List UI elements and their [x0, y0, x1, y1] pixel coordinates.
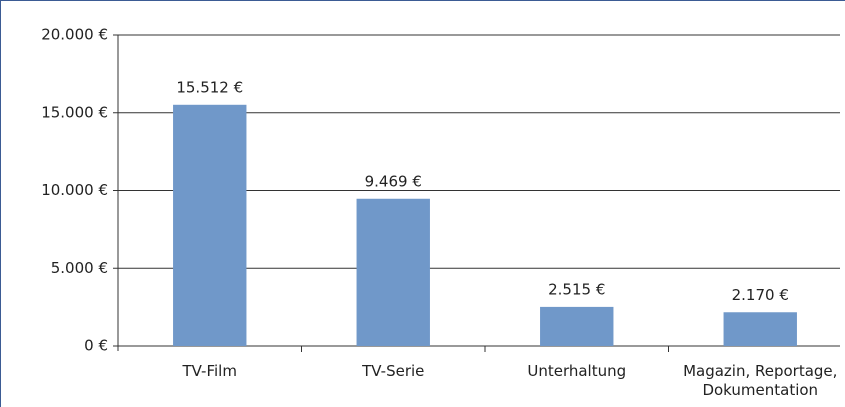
- bar: [173, 104, 247, 347]
- value-label: 9.469 €: [365, 172, 422, 190]
- x-tick-label: TV-Film: [182, 362, 237, 380]
- y-tick-label: 15.000 €: [41, 103, 108, 121]
- y-tick-label: 20.000 €: [41, 26, 108, 44]
- x-tick-label: TV-Serie: [362, 362, 425, 380]
- value-label: 15.512 €: [176, 78, 243, 96]
- value-label: 2.170 €: [732, 286, 789, 304]
- y-tick-label: 10.000 €: [41, 181, 108, 199]
- bar: [723, 312, 797, 346]
- bar: [540, 306, 614, 346]
- y-tick-label: 5.000 €: [51, 259, 108, 277]
- x-tick-label: Magazin, Reportage, Dokumentation: [683, 362, 838, 399]
- y-tick-label: 0 €: [84, 337, 108, 355]
- bar: [356, 198, 430, 346]
- value-label: 2.515 €: [548, 280, 605, 298]
- x-tick-label: Unterhaltung: [527, 362, 627, 380]
